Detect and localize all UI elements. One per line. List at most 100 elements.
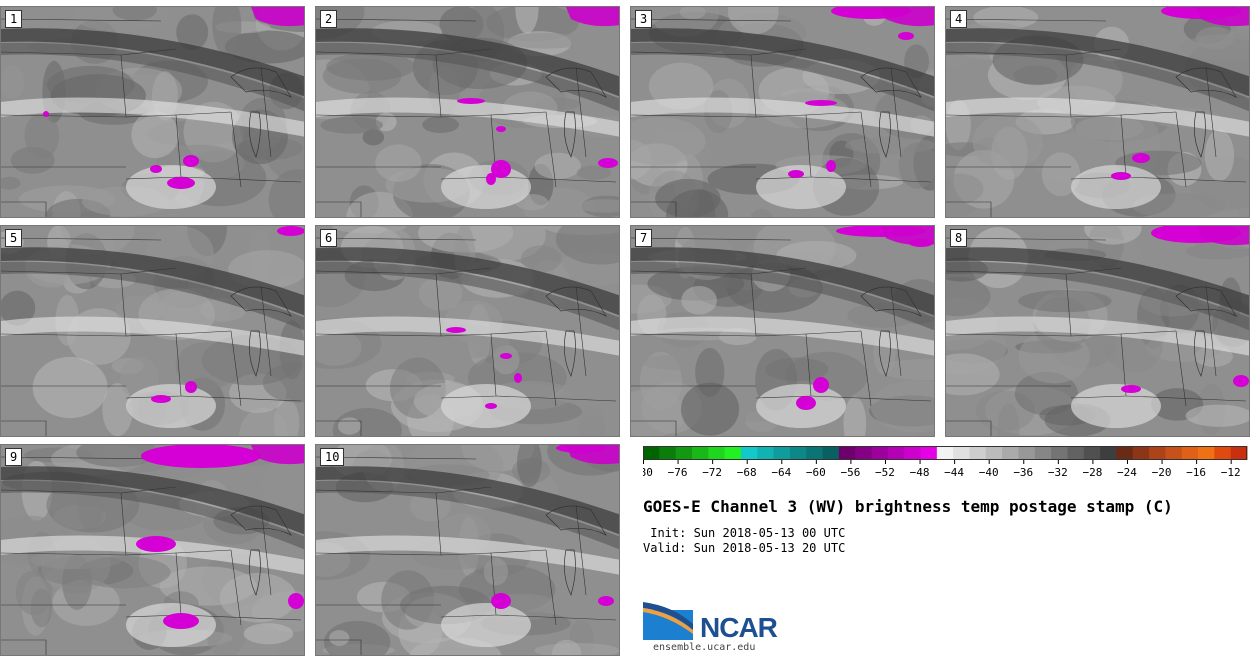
colorbar-swatch bbox=[1034, 446, 1052, 460]
colorbar-tick-label: −36 bbox=[1013, 466, 1033, 479]
state-border bbox=[175, 549, 232, 554]
moist-blob bbox=[126, 384, 216, 428]
state-border bbox=[316, 201, 362, 217]
state-border bbox=[631, 420, 677, 436]
state-border bbox=[1, 456, 162, 460]
valid-time: Valid: Sun 2018-05-13 20 UTC bbox=[643, 541, 846, 555]
state-border bbox=[805, 111, 862, 116]
cold-cloud-top bbox=[881, 7, 934, 27]
cold-cloud-top bbox=[251, 7, 304, 27]
state-border bbox=[750, 48, 807, 56]
state-border bbox=[575, 285, 587, 377]
colorbar-swatch bbox=[1214, 446, 1232, 460]
colorbar-swatch bbox=[1067, 446, 1085, 460]
colorbar-tick-label: −56 bbox=[840, 466, 860, 479]
ncar-logo-icon bbox=[643, 602, 693, 640]
state-border bbox=[1, 237, 162, 241]
dry-band-edge bbox=[631, 261, 934, 331]
colorbar-swatch bbox=[675, 446, 693, 460]
cold-cloud-top bbox=[500, 353, 512, 359]
cold-cloud-top bbox=[486, 173, 496, 185]
cold-cloud-top bbox=[788, 170, 804, 178]
colorbar-swatch bbox=[969, 446, 987, 460]
cold-cloud-top bbox=[151, 395, 171, 403]
state-border bbox=[316, 237, 477, 241]
colorbar-swatch bbox=[773, 446, 791, 460]
colorbar-tick-label: −48 bbox=[910, 466, 930, 479]
wv-texture bbox=[666, 189, 729, 217]
cold-cloud-top bbox=[598, 158, 618, 168]
wv-texture bbox=[418, 276, 463, 311]
cold-cloud-top bbox=[1111, 172, 1131, 180]
cold-cloud-top bbox=[566, 445, 619, 465]
state-border bbox=[545, 111, 557, 188]
colorbar-swatch bbox=[1230, 446, 1248, 460]
wv-texture bbox=[176, 14, 209, 51]
wv-texture bbox=[1204, 129, 1235, 182]
state-border bbox=[545, 549, 557, 626]
state-border bbox=[946, 420, 992, 436]
moist-band bbox=[316, 316, 619, 356]
colorbar-swatch bbox=[1051, 446, 1068, 460]
colorbar-tick-label: −80 bbox=[643, 466, 653, 479]
great-lakes-outline bbox=[1175, 67, 1237, 98]
state-border bbox=[175, 111, 232, 116]
colorbar-tick-label: −64 bbox=[771, 466, 791, 479]
state-border bbox=[260, 66, 272, 158]
moist-band bbox=[946, 316, 1249, 356]
wv-texture bbox=[102, 383, 133, 436]
state-border bbox=[946, 270, 1072, 337]
cold-cloud-top bbox=[150, 165, 162, 173]
map-2 bbox=[316, 7, 619, 217]
colorbar-tick-label: −32 bbox=[1048, 466, 1068, 479]
map-5 bbox=[1, 226, 304, 436]
panel-label-4: 4 bbox=[950, 10, 968, 28]
cold-cloud-top bbox=[898, 32, 914, 40]
colorbar-swatch bbox=[659, 446, 677, 460]
cold-cloud-top bbox=[485, 403, 497, 409]
wv-texture bbox=[261, 461, 304, 510]
moist-band bbox=[1, 316, 304, 356]
panel-label-7: 7 bbox=[635, 229, 653, 247]
state-border bbox=[860, 111, 872, 188]
dry-band bbox=[316, 247, 619, 316]
state-border bbox=[435, 48, 492, 56]
colorbar-swatch bbox=[985, 446, 1003, 460]
state-border bbox=[435, 267, 492, 275]
state-border bbox=[316, 420, 362, 436]
state-border bbox=[1, 51, 127, 118]
panel-label-10: 10 bbox=[320, 448, 345, 466]
state-border bbox=[230, 111, 242, 188]
wv-texture bbox=[316, 329, 362, 366]
wv-texture bbox=[219, 572, 297, 623]
moist-band bbox=[316, 535, 619, 575]
dry-band bbox=[631, 247, 934, 316]
colorbar-swatch bbox=[904, 446, 922, 460]
state-border bbox=[260, 504, 272, 596]
wv-texture bbox=[131, 111, 179, 159]
dry-band bbox=[316, 466, 619, 535]
dry-band-edge bbox=[316, 42, 619, 112]
state-border bbox=[1205, 66, 1217, 158]
wv-texture bbox=[326, 52, 416, 81]
wv-texture bbox=[46, 65, 135, 104]
wv-texture bbox=[1018, 289, 1112, 313]
wv-texture bbox=[577, 406, 606, 436]
moist-blob bbox=[1071, 165, 1161, 209]
wv-texture bbox=[323, 620, 391, 655]
state-border bbox=[810, 176, 932, 183]
state-border bbox=[946, 201, 992, 217]
state-border bbox=[1065, 267, 1122, 275]
panel-label-8: 8 bbox=[950, 229, 968, 247]
map-7 bbox=[631, 226, 934, 436]
great-lakes-outline bbox=[860, 67, 922, 98]
colorbar-swatch bbox=[724, 446, 742, 460]
state-border bbox=[316, 51, 442, 118]
panel-label-6: 6 bbox=[320, 229, 338, 247]
colorbar-tick-label: −20 bbox=[1152, 466, 1172, 479]
state-border bbox=[440, 114, 497, 180]
panel-3: 3 bbox=[630, 6, 935, 218]
colorbar-swatch bbox=[855, 446, 873, 460]
state-border bbox=[125, 114, 182, 180]
cold-cloud-top bbox=[136, 536, 176, 552]
